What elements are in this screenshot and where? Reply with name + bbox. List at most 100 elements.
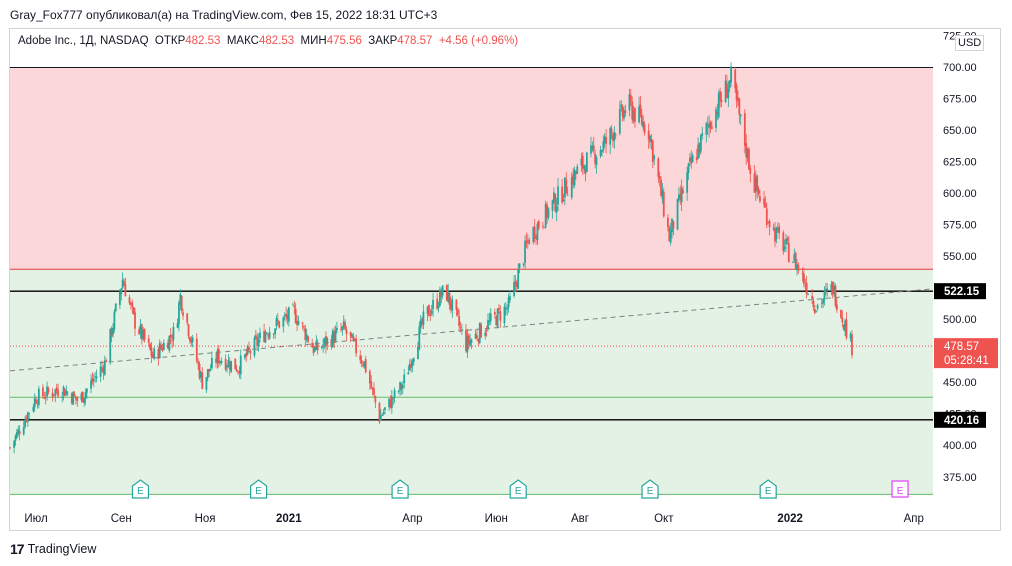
candle-body	[724, 80, 727, 103]
candle-body	[620, 104, 623, 108]
x-tick-label: Апр	[402, 513, 422, 525]
candle-body	[701, 133, 704, 136]
candle-body	[9, 447, 11, 449]
candle-body	[811, 295, 814, 299]
candle-body	[563, 177, 566, 198]
earnings-marker-icon	[509, 479, 527, 499]
candle-body	[609, 127, 612, 145]
x-tick-label: Апр	[904, 513, 924, 525]
candle-body	[629, 95, 632, 102]
candle-body	[474, 333, 477, 339]
candle-body	[124, 284, 127, 297]
legend-high-label: МАКС	[226, 35, 259, 47]
candle-body	[734, 69, 737, 89]
candle-body	[75, 396, 77, 400]
candle-body	[570, 177, 573, 198]
candle-body	[407, 372, 410, 375]
candle-body	[205, 377, 208, 390]
candle-body	[687, 163, 690, 173]
candle-body	[643, 124, 646, 134]
candle-body	[823, 290, 826, 300]
candle-body	[584, 168, 587, 174]
candle-body	[642, 121, 645, 128]
candle-body	[110, 328, 113, 337]
candle-body	[259, 332, 261, 339]
candle-body	[153, 348, 156, 359]
candle-body	[708, 124, 711, 129]
candle-body	[447, 291, 450, 302]
candle-body	[315, 341, 318, 350]
candle-body	[25, 417, 28, 422]
candle-body	[495, 316, 498, 326]
candle-body	[220, 361, 223, 363]
candle-body	[150, 347, 153, 357]
earnings-marker-icon	[891, 480, 909, 498]
candle-body	[86, 388, 88, 393]
candle-body	[267, 335, 270, 337]
candle-body	[390, 396, 393, 409]
candle-body	[363, 361, 366, 368]
candle-body	[720, 99, 723, 103]
x-tick-label: Ноя	[195, 513, 216, 525]
candle-body	[590, 145, 592, 154]
candle-body	[830, 283, 833, 292]
candle-body	[83, 398, 86, 404]
candle-body	[728, 80, 731, 88]
candle-body	[610, 128, 613, 134]
candle-body	[362, 364, 364, 366]
candle-body	[333, 331, 336, 343]
candle-body	[403, 374, 406, 384]
candle-body	[697, 144, 700, 159]
candle-body	[26, 412, 29, 422]
legend-close-value: 478.57	[397, 35, 433, 47]
candle-body	[599, 149, 602, 157]
y-tick-label: 650.00	[943, 125, 977, 137]
candle-body	[792, 262, 794, 263]
candle-body	[53, 394, 55, 396]
candle-body	[710, 126, 713, 129]
candle-body	[105, 360, 108, 363]
candle-body	[275, 318, 278, 327]
candle-body	[422, 311, 425, 325]
candle-body	[841, 317, 844, 323]
candle-body	[555, 206, 558, 213]
candle-body	[820, 303, 823, 305]
legend-symbol[interactable]: Adobe Inc., 1Д, NASDAQ	[18, 35, 149, 47]
candle-body	[807, 294, 809, 295]
candle-body	[55, 387, 58, 392]
candle-body	[441, 285, 444, 296]
candle-body	[743, 113, 746, 146]
candle-body	[397, 391, 400, 392]
candle-body	[851, 334, 853, 356]
candle-body	[191, 337, 194, 342]
candle-body	[470, 339, 473, 343]
candle-body	[614, 134, 617, 135]
candle-body	[142, 329, 145, 339]
candle-body	[507, 297, 510, 308]
candle-body	[62, 386, 65, 395]
chart-frame	[9, 28, 1001, 531]
legend-high-value: 482.53	[258, 35, 295, 47]
candle-body	[618, 108, 621, 134]
candle-body	[195, 338, 198, 362]
candle-body	[678, 194, 680, 199]
candle-body	[198, 364, 201, 379]
candle-body	[840, 309, 842, 318]
tradingview-footer[interactable]: 17 TradingView	[10, 541, 96, 557]
currency-button[interactable]: USD	[955, 35, 985, 51]
candle-body	[669, 229, 672, 243]
candle-body	[187, 324, 190, 337]
candle-body	[101, 366, 103, 368]
candle-body	[24, 419, 27, 428]
candle-body	[257, 339, 260, 347]
candle-body	[748, 148, 750, 170]
candle-body	[576, 166, 579, 174]
candle-body	[517, 269, 520, 289]
candle-body	[842, 324, 845, 330]
candle-body	[239, 355, 242, 375]
candle-body	[544, 203, 547, 228]
y-tick-label: 400.00	[943, 440, 977, 452]
candle-body	[428, 305, 430, 317]
candle-body	[286, 314, 289, 320]
